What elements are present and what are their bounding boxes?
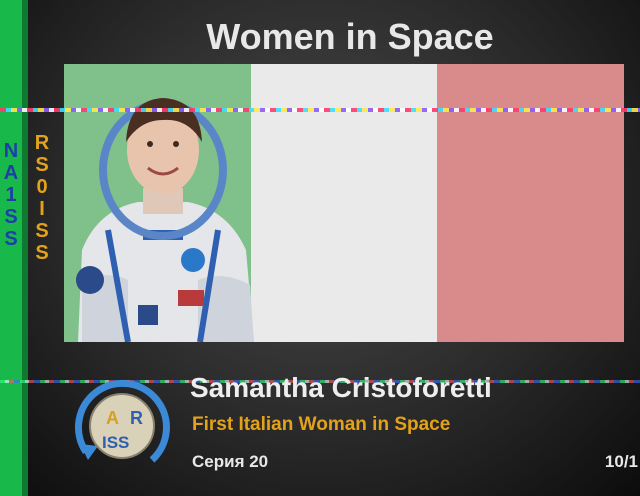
logo-letter: A: [106, 408, 119, 428]
callsign-letter: R: [34, 132, 50, 154]
astronaut-portrait: [76, 98, 254, 342]
callsign-letter: S: [35, 220, 49, 242]
left-green-bar-shade: [22, 0, 28, 496]
astronaut-name: Samantha Cristoforetti: [190, 372, 492, 403]
logo-letter: R: [130, 408, 143, 428]
flag-red-band: [437, 64, 624, 342]
callsign-letter: I: [39, 198, 45, 220]
callsign-letter: N: [3, 140, 19, 162]
callsign-letter: 0: [36, 176, 48, 198]
signal-noise-line: [0, 108, 640, 112]
astronaut-subtitle: First Italian Woman in Space: [192, 414, 451, 435]
series-label: Серия 20: [192, 452, 269, 471]
callsign-letter: S: [35, 242, 49, 264]
logo-text: ISS: [102, 433, 129, 452]
callsign-letter: 1: [5, 184, 17, 206]
ariss-logo: A R ISS: [74, 379, 170, 463]
callsign-letter: S: [4, 206, 18, 228]
callsign-na1ss: N A 1 S S: [2, 140, 20, 250]
image-title: Women in Space: [206, 16, 494, 57]
flag-white-band: [250, 64, 438, 342]
signal-noise-line: [0, 380, 640, 383]
left-green-bar: [0, 0, 22, 496]
callsign-letter: S: [4, 228, 18, 250]
callsign-letter: A: [3, 162, 19, 184]
callsign-rs0iss: R S 0 I S S: [30, 132, 54, 264]
image-counter: 10/1: [604, 452, 638, 471]
callsign-letter: S: [35, 154, 49, 176]
